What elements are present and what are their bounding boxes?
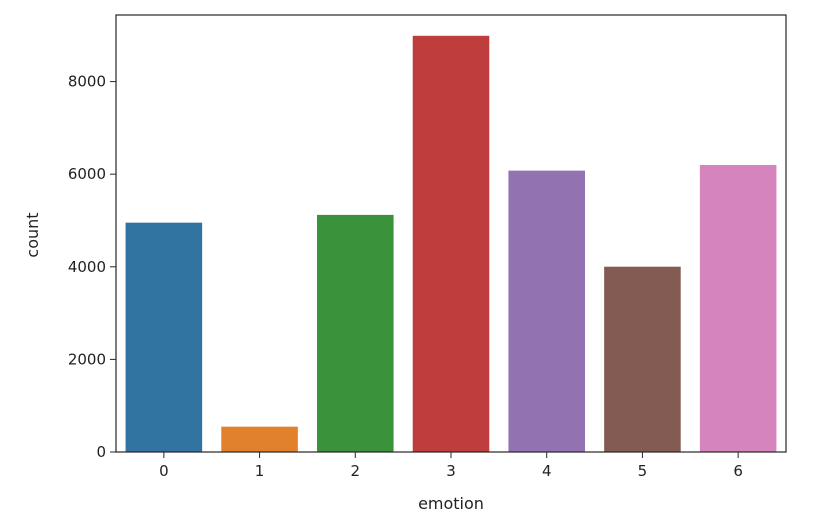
- x-tick-label-6: 6: [733, 462, 743, 480]
- plot-frame: [115, 14, 787, 453]
- y-tick-label-6000: 6000: [68, 165, 106, 183]
- x-axis-label: emotion: [418, 494, 484, 513]
- y-axis: 0 2000 4000 6000 8000: [68, 73, 116, 461]
- y-axis-label: count: [23, 212, 42, 257]
- x-axis: 0 1 2 3 4 5 6: [159, 452, 743, 480]
- y-tick-label-8000: 8000: [68, 73, 106, 91]
- x-tick-label-3: 3: [446, 462, 456, 480]
- y-tick-label-2000: 2000: [68, 350, 106, 368]
- x-tick-label-0: 0: [159, 462, 169, 480]
- x-tick-label-5: 5: [638, 462, 648, 480]
- y-tick-label-0: 0: [96, 443, 106, 461]
- bar-3: [412, 35, 490, 453]
- bar-5: [604, 266, 681, 452]
- bar-4: [508, 170, 585, 452]
- bars-group: [125, 35, 777, 453]
- x-tick-label-1: 1: [255, 462, 265, 480]
- bar-2: [317, 214, 394, 452]
- bar-1: [221, 426, 298, 452]
- x-tick-label-2: 2: [351, 462, 361, 480]
- y-tick-label-4000: 4000: [68, 258, 106, 276]
- bar-6: [699, 165, 777, 452]
- x-tick-label-4: 4: [542, 462, 552, 480]
- bar-0: [125, 222, 203, 452]
